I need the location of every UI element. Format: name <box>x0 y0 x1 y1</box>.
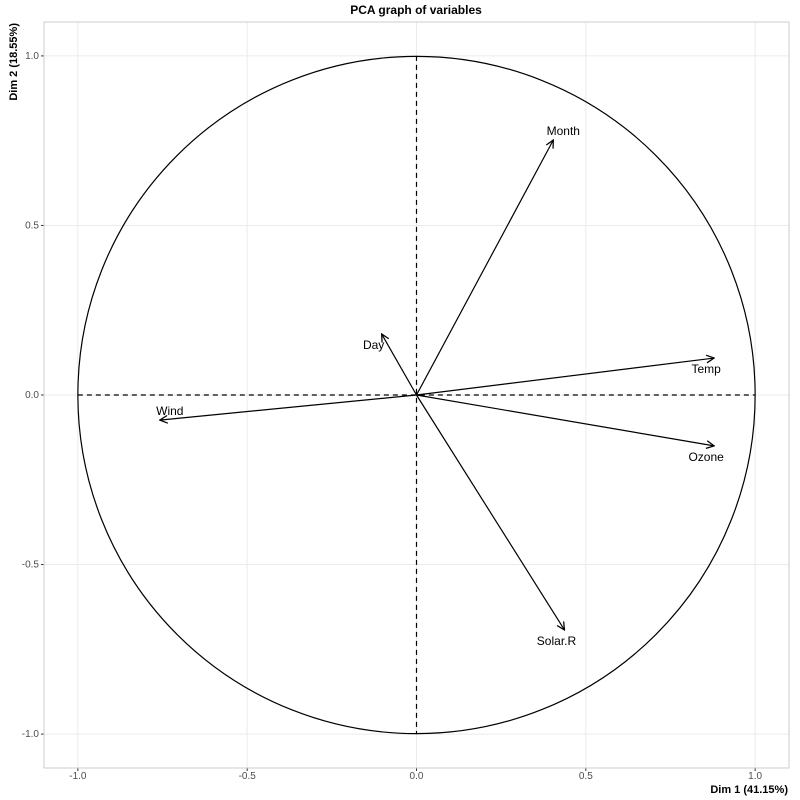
y-tick-label: -1.0 <box>22 729 40 740</box>
arrow-label: Temp <box>691 362 721 376</box>
arrow-label: Ozone <box>688 450 724 464</box>
y-tick-label: 1.0 <box>25 51 39 62</box>
y-tick-label: 0.0 <box>25 390 39 401</box>
x-tick-label: -1.0 <box>69 771 87 782</box>
y-tick-label: -0.5 <box>22 560 40 571</box>
y-axis-title: Dim 2 (18.55%) <box>8 23 20 101</box>
arrow <box>160 394 417 420</box>
x-tick-label: 0.0 <box>410 771 424 782</box>
chart-title: PCA graph of variables <box>350 3 482 17</box>
arrow <box>416 358 715 396</box>
x-tick-label: -0.5 <box>239 771 257 782</box>
arrow <box>382 334 418 396</box>
arrow-label: Wind <box>156 404 183 418</box>
x-tick-label: 1.0 <box>748 771 762 782</box>
x-axis-title: Dim 1 (41.15%) <box>710 784 788 796</box>
arrow-label: Solar.R <box>537 634 577 648</box>
arrow-label: Month <box>547 124 580 138</box>
x-tick-label: 0.5 <box>579 771 593 782</box>
panel-border <box>43 21 790 769</box>
y-tick-label: 0.5 <box>25 220 39 231</box>
arrow-label: Day <box>363 338 384 352</box>
arrow <box>415 140 554 396</box>
arrow <box>415 394 565 630</box>
arrow <box>416 394 715 446</box>
